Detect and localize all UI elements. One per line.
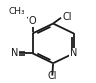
Text: Cl: Cl xyxy=(47,71,57,81)
Text: N: N xyxy=(11,48,19,58)
Text: N: N xyxy=(70,48,77,58)
Text: O: O xyxy=(29,16,36,26)
Text: Cl: Cl xyxy=(63,12,72,22)
Text: CH₃: CH₃ xyxy=(8,7,25,16)
